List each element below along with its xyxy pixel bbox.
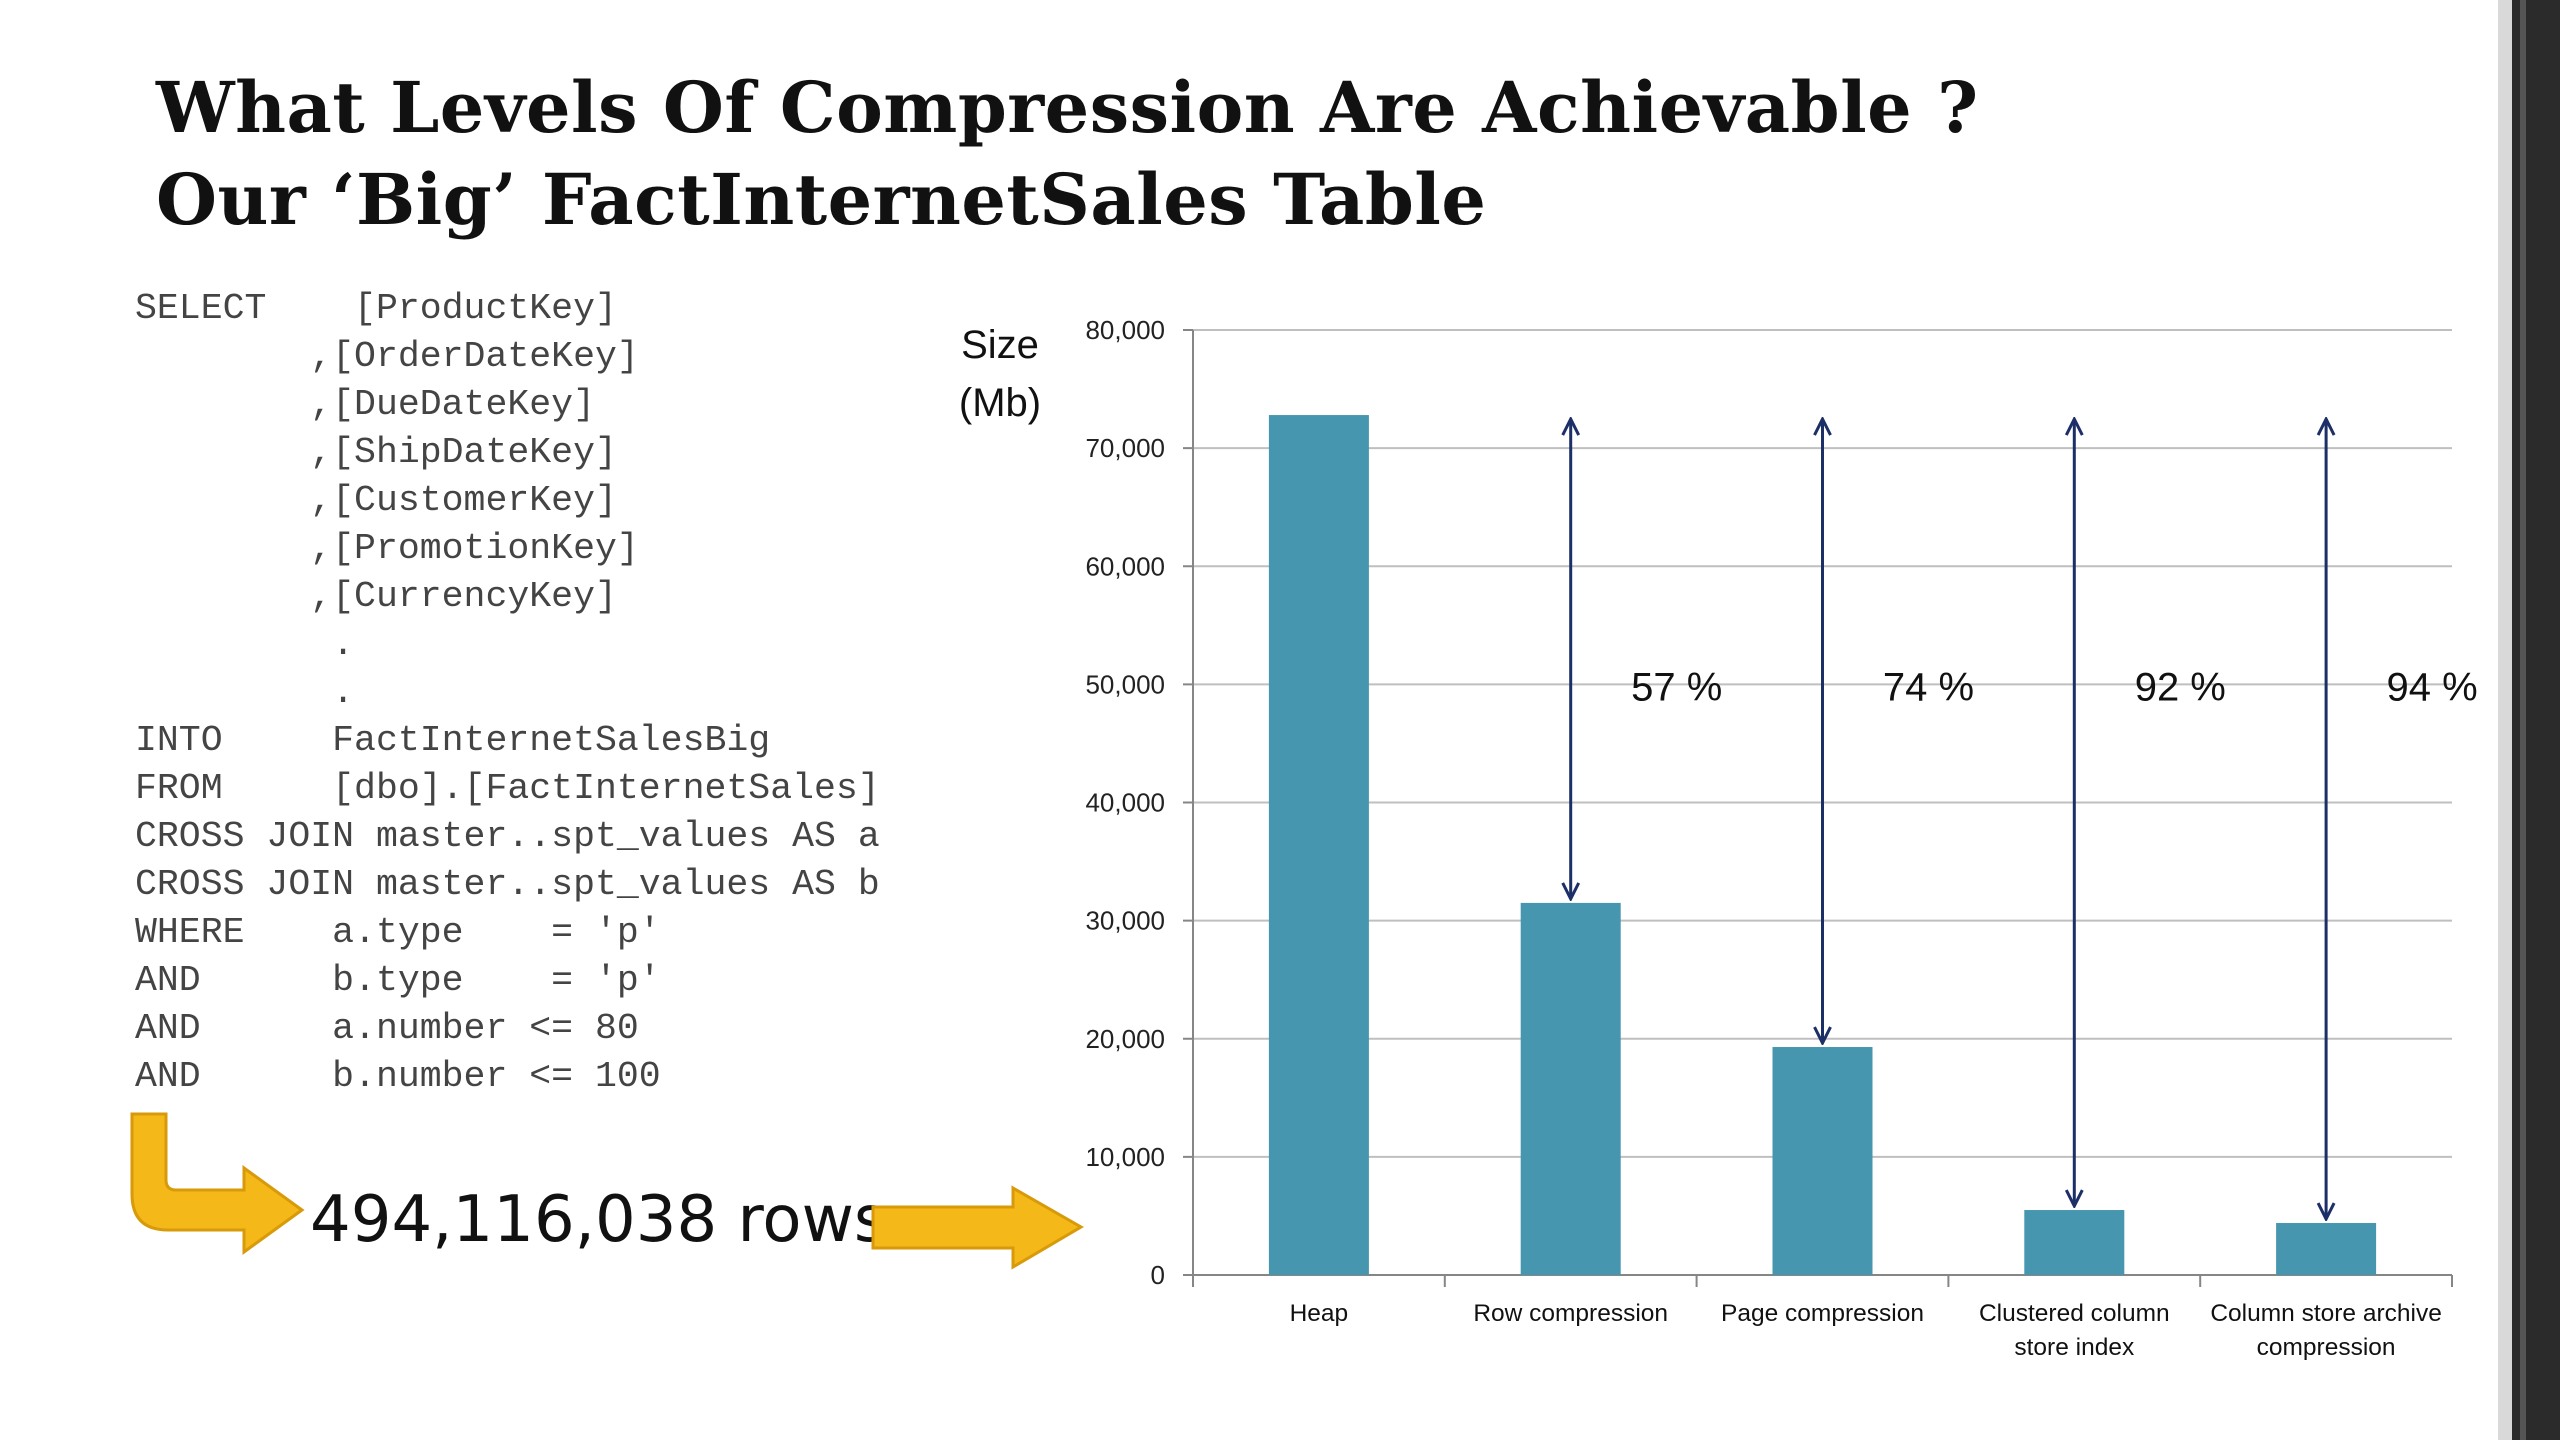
slide-title: What Levels Of Compression Are Achievabl… [156, 62, 1979, 246]
sql-code-block: SELECT [ProductKey] ,[OrderDateKey] ,[Du… [135, 285, 880, 1101]
x-category-label: Heap [1290, 1300, 1349, 1327]
y-axis-label: (Mb) [959, 381, 1041, 425]
x-category-label: store index [2014, 1334, 2134, 1361]
y-tick-label: 30,000 [1085, 906, 1165, 936]
y-tick-label: 70,000 [1085, 433, 1165, 463]
reduction-label: 94 % [2387, 666, 2478, 710]
sql-line: ,[PromotionKey] [310, 528, 639, 569]
y-tick-label: 50,000 [1085, 669, 1165, 699]
bent-arrow-shape [130, 1112, 305, 1255]
sql-line: ,[DueDateKey] [310, 384, 595, 425]
bent-arrow-icon [130, 1112, 305, 1255]
sql-line: FROM [dbo].[FactInternetSales] [135, 768, 880, 809]
bar [1268, 415, 1369, 1275]
compression-bar-chart: 0 10,000 20,000 30,000 40,000 50,000 60,000 70,… [959, 315, 2478, 1361]
sql-line: ,[CustomerKey] [310, 480, 617, 521]
bar [1520, 902, 1621, 1275]
bar [1772, 1047, 1873, 1275]
row-count-label: 494,116,038 rows [310, 1183, 888, 1257]
x-category-label: Clustered column [1979, 1300, 2170, 1327]
right-edge-stripe-dark [2512, 0, 2560, 1440]
sql-line: AND a.number <= 80 [135, 1008, 639, 1049]
bar [2024, 1210, 2125, 1275]
y-tick-label: 10,000 [1085, 1142, 1165, 1172]
y-tick-label: 60,000 [1085, 551, 1165, 581]
x-category-label: Row compression [1473, 1300, 1668, 1327]
y-axis-label: Size [961, 323, 1039, 367]
x-category-label: compression [2257, 1334, 2396, 1361]
reduction-label: 74 % [1883, 666, 1974, 710]
y-tick-label: 80,000 [1085, 315, 1165, 345]
right-edge-stripe-light [2498, 0, 2512, 1440]
sql-line: CROSS JOIN master..spt_values AS b [135, 864, 880, 905]
sql-line: ,[ShipDateKey] [310, 432, 617, 473]
sql-line: . [332, 672, 355, 713]
x-category-label: Column store archive [2210, 1300, 2441, 1327]
sql-line: WHERE a.type = 'p' [135, 912, 661, 953]
right-edge-decoration [2498, 0, 2560, 1440]
reduction-label: 92 % [2135, 666, 2226, 710]
sql-line: . [332, 624, 355, 665]
sql-line: INTO FactInternetSalesBig [135, 720, 771, 761]
sql-line: AND b.type = 'p' [135, 960, 661, 1001]
bar [2276, 1223, 2377, 1275]
y-tick-label: 40,000 [1085, 788, 1165, 818]
sql-line: AND b.number <= 100 [135, 1056, 661, 1097]
right-edge-highlight [2520, 0, 2526, 1440]
sql-line: ,[OrderDateKey] [310, 336, 639, 377]
y-tick-label: 0 [1151, 1260, 1165, 1290]
right-arrow-shape [871, 1185, 1084, 1270]
reduction-label: 57 % [1631, 666, 1722, 710]
sql-line: SELECT [ProductKey] [135, 288, 617, 329]
title-line-2: Our ‘Big’ FactInternetSales Table [156, 158, 1487, 241]
x-category-label: Page compression [1721, 1300, 1924, 1327]
sql-line: ,[CurrencyKey] [310, 576, 617, 617]
title-line-1: What Levels Of Compression Are Achievabl… [156, 66, 1979, 149]
sql-line: CROSS JOIN master..spt_values AS a [135, 816, 880, 857]
y-tick-label: 20,000 [1085, 1024, 1165, 1054]
right-arrow-icon [871, 1185, 1084, 1270]
